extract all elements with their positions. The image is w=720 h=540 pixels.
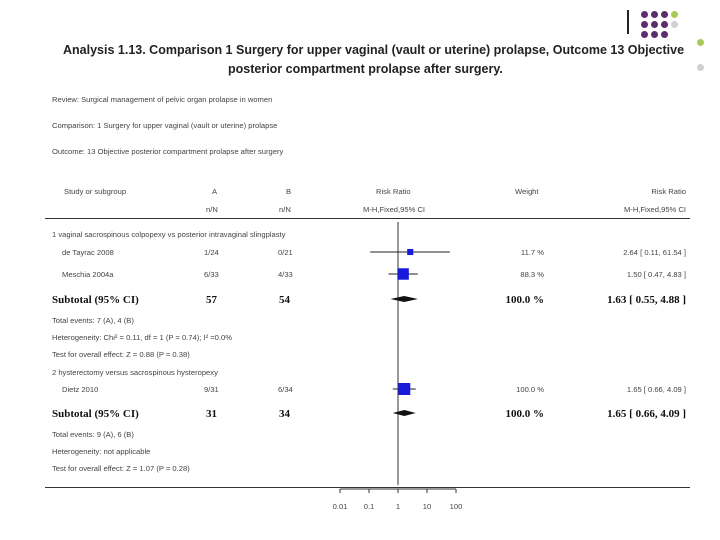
header-study: Study or subgroup <box>64 187 127 196</box>
study-ci: 1.50 [ 0.47, 4.83 ] <box>626 270 686 279</box>
stats-overall: Test for overall effect: Z = 1.07 (P = 0… <box>52 464 190 473</box>
decor-dot <box>671 21 678 28</box>
study-name: de Tayrac 2008 <box>62 248 114 257</box>
subtotal-diamond <box>390 296 418 302</box>
point-estimate <box>397 268 409 280</box>
axis-tick-label: 100 <box>449 502 463 511</box>
subtotal-weight: 100.0 % <box>505 294 545 306</box>
group1-title: 1 vaginal sacrospinous colpopexy vs post… <box>52 230 286 239</box>
header-rr-sub: M-H,Fixed,95% CI <box>363 205 426 214</box>
decor-dot-gray <box>697 64 704 71</box>
axis-tick-label: 0.1 <box>363 502 375 511</box>
study-weight: 11.7 % <box>520 248 544 257</box>
analysis-title-line1: Analysis 1.13. Comparison 1 Surgery for … <box>63 43 685 57</box>
study-ci: 1.65 [ 0.66, 4.09 ] <box>626 385 686 394</box>
review-line: Review: Surgical management of pelvic or… <box>52 95 273 104</box>
study-name: Dietz 2010 <box>62 385 99 394</box>
subtotal-weight: 100.0 % <box>505 408 545 420</box>
header-a-sub: n/N <box>206 205 218 214</box>
point-estimate <box>398 383 411 395</box>
header-rr2: Risk Ratio <box>651 187 686 196</box>
study-weight: 88.3 % <box>520 270 544 279</box>
stats-events: Total events: 9 (A), 6 (B) <box>52 430 134 439</box>
header-rule <box>45 218 690 219</box>
axis-tick-label: 10 <box>422 502 432 511</box>
axis-tick-label: 0.01 <box>332 502 348 511</box>
decor-dot <box>641 31 648 38</box>
analysis-title-line2: posterior compartment prolapse after sur… <box>228 62 503 76</box>
subtotal-ci: 1.65 [ 0.66, 4.09 ] <box>607 408 686 420</box>
header-b: B <box>286 187 292 196</box>
decor-dot <box>641 21 648 28</box>
subtotal-ci: 1.63 [ 0.55, 4.88 ] <box>607 294 686 306</box>
stats-heterogeneity: Heterogeneity: Chi² = 0.11, df = 1 (P = … <box>52 333 232 342</box>
header-weight: Weight <box>515 187 539 196</box>
comparison-line: Comparison: 1 Surgery for upper vaginal … <box>52 121 278 130</box>
study-b: 4/33 <box>278 270 293 279</box>
decor-dot-lime <box>697 39 704 46</box>
study-ci: 2.64 [ 0.11, 61.54 ] <box>623 248 686 257</box>
study-weight: 100.0 % <box>516 385 544 394</box>
study-a: 1/24 <box>204 248 219 257</box>
decor-dot <box>661 31 668 38</box>
decor-dot <box>661 21 668 28</box>
study-b: 0/21 <box>278 248 293 257</box>
axis-tick-label: 1 <box>395 502 401 511</box>
decor-dot <box>671 11 678 18</box>
stats-overall: Test for overall effect: Z = 0.88 (P = 0… <box>52 350 190 359</box>
bottom-rule <box>45 487 690 488</box>
subtotal-label: Subtotal (95% CI) <box>52 294 139 306</box>
stats-heterogeneity: Heterogeneity: not applicable <box>52 447 151 456</box>
header-a: A <box>212 187 218 196</box>
subtotal-b: 34 <box>279 408 290 420</box>
subtotal-b: 54 <box>279 294 290 306</box>
subtotal-label: Subtotal (95% CI) <box>52 408 139 420</box>
decor-dot <box>651 21 658 28</box>
subtotal-a: 57 <box>206 294 217 306</box>
header-rr: Risk Ratio <box>376 187 411 196</box>
study-name: Meschia 2004a <box>62 270 114 279</box>
decor-dot <box>651 11 658 18</box>
decor-dot <box>651 31 658 38</box>
header-b-sub: n/N <box>279 205 291 214</box>
subtotal-a: 31 <box>206 408 217 420</box>
study-a: 9/31 <box>204 385 219 394</box>
decor-bar <box>627 10 629 34</box>
group2-title: 2 hysterectomy versus sacrospinous hyste… <box>52 368 218 377</box>
point-estimate <box>407 248 414 256</box>
outcome-line: Outcome: 13 Objective posterior compartm… <box>52 147 284 156</box>
study-a: 6/33 <box>204 270 219 279</box>
decor-dot <box>661 11 668 18</box>
subtotal-diamond <box>392 410 416 416</box>
stats-events: Total events: 7 (A), 4 (B) <box>52 316 134 325</box>
study-b: 6/34 <box>278 385 293 394</box>
header-rr2-sub: M-H,Fixed,95% CI <box>623 205 686 214</box>
decor-dot <box>641 11 648 18</box>
